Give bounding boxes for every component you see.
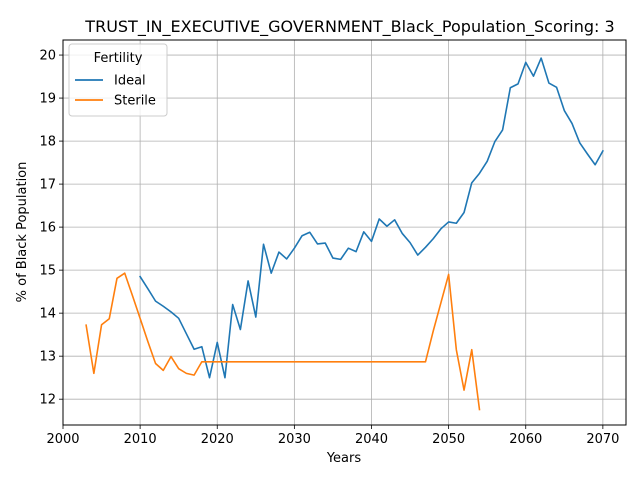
x-tick-label: 2020 — [201, 432, 234, 447]
y-tick-label: 12 — [39, 393, 56, 408]
x-tick-label: 2030 — [278, 432, 311, 447]
legend-entry-ideal: Ideal — [114, 74, 146, 89]
series-line-sterile — [85, 272, 481, 411]
y-tick-label: 20 — [39, 49, 56, 64]
grid — [62, 40, 626, 425]
y-axis: 12 13 14 15 16 17 18 19 20 — [39, 49, 63, 408]
series-layer — [85, 57, 604, 411]
y-tick-label: 19 — [39, 92, 56, 107]
x-axis: 2000 2010 2020 2030 2040 2050 2060 2070 — [46, 425, 619, 447]
legend: Fertility Ideal Sterile — [68, 43, 168, 117]
y-tick-label: 14 — [39, 307, 56, 322]
chart-title: TRUST_IN_EXECUTIVE_GOVERNMENT_Black_Popu… — [84, 17, 614, 37]
y-tick-label: 15 — [39, 264, 56, 279]
y-tick-label: 17 — [39, 178, 56, 193]
y-tick-label: 16 — [39, 221, 56, 236]
y-tick-label: 13 — [39, 350, 56, 365]
x-tick-label: 2000 — [46, 432, 79, 447]
plot-frame — [62, 39, 627, 426]
x-tick-label: 2060 — [509, 432, 542, 447]
legend-box — [68, 43, 168, 117]
legend-title: Fertility — [94, 51, 143, 66]
series-line-ideal — [139, 57, 604, 379]
y-tick-label: 18 — [39, 135, 56, 150]
x-axis-label: Years — [326, 451, 362, 466]
x-tick-label: 2040 — [355, 432, 388, 447]
x-tick-label: 2070 — [586, 432, 619, 447]
legend-entry-sterile: Sterile — [114, 94, 156, 109]
x-tick-label: 2050 — [432, 432, 465, 447]
y-axis-label: % of Black Population — [15, 162, 30, 303]
x-tick-label: 2010 — [124, 432, 157, 447]
